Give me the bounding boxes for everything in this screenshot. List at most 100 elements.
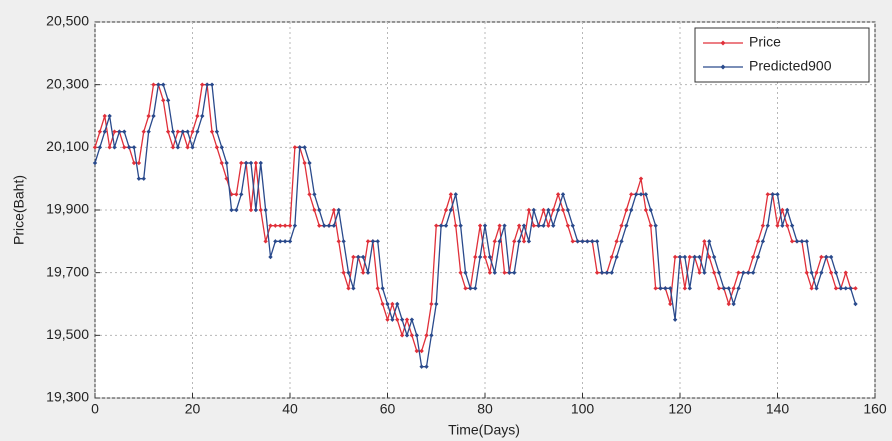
point xyxy=(414,333,419,338)
point xyxy=(307,192,312,197)
point xyxy=(843,270,848,275)
point xyxy=(419,364,424,369)
point xyxy=(190,129,195,134)
point xyxy=(838,286,844,291)
point xyxy=(219,160,224,166)
point xyxy=(239,192,244,197)
point xyxy=(682,254,688,260)
point xyxy=(429,333,434,338)
point xyxy=(638,192,644,197)
legend-label: Predicted900 xyxy=(749,58,832,74)
point xyxy=(273,239,278,244)
point xyxy=(716,286,722,291)
point xyxy=(716,270,722,275)
y-axis-label: Price(Baht) xyxy=(11,175,27,245)
x-axis-label: Time(Days) xyxy=(448,422,520,438)
point xyxy=(555,192,561,197)
legend-marker xyxy=(720,40,726,46)
point xyxy=(492,239,497,244)
point xyxy=(555,207,561,213)
point xyxy=(531,207,536,213)
point xyxy=(560,207,566,213)
point xyxy=(224,160,229,166)
point xyxy=(702,239,707,244)
point xyxy=(253,207,259,213)
legend-marker xyxy=(720,64,726,70)
point xyxy=(780,223,785,228)
x-tick-label: 160 xyxy=(863,401,887,417)
point xyxy=(263,207,268,213)
point xyxy=(770,192,775,197)
point xyxy=(736,286,741,291)
point xyxy=(833,286,839,291)
point xyxy=(336,239,341,244)
point xyxy=(419,348,424,354)
point xyxy=(195,113,200,119)
point xyxy=(287,239,293,244)
point xyxy=(380,301,385,307)
point xyxy=(404,333,410,338)
point xyxy=(536,223,541,228)
point xyxy=(131,145,137,150)
point xyxy=(258,207,263,213)
point xyxy=(692,254,697,260)
point xyxy=(707,239,712,244)
point xyxy=(809,286,814,291)
point xyxy=(492,270,497,275)
point xyxy=(502,223,507,228)
point xyxy=(853,301,858,307)
point xyxy=(736,270,741,275)
point xyxy=(482,254,488,260)
point xyxy=(604,270,610,275)
point xyxy=(292,223,298,228)
point xyxy=(209,82,215,87)
x-tick-label: 60 xyxy=(380,401,396,417)
point xyxy=(424,333,429,338)
point xyxy=(590,239,595,244)
point xyxy=(409,333,415,338)
point xyxy=(565,223,571,228)
point xyxy=(702,270,707,275)
point xyxy=(185,129,190,134)
point xyxy=(273,223,278,228)
point xyxy=(302,145,307,150)
point xyxy=(526,239,532,244)
point xyxy=(424,364,429,369)
point xyxy=(824,254,829,260)
point xyxy=(360,270,366,275)
point xyxy=(473,254,478,260)
point xyxy=(282,223,288,228)
point xyxy=(760,223,766,228)
y-tick-label: 19,300 xyxy=(46,389,89,405)
point xyxy=(438,223,444,228)
point xyxy=(687,254,692,260)
point xyxy=(302,160,307,166)
point xyxy=(351,254,356,260)
point xyxy=(170,145,176,150)
point xyxy=(741,270,746,275)
point xyxy=(195,129,200,134)
point xyxy=(477,223,483,228)
point xyxy=(380,286,385,291)
point xyxy=(619,239,624,244)
point xyxy=(278,239,283,244)
point xyxy=(541,207,546,213)
point xyxy=(848,286,853,291)
x-tick-label: 140 xyxy=(766,401,790,417)
point xyxy=(765,223,770,228)
x-tick-label: 120 xyxy=(668,401,692,417)
point xyxy=(243,160,249,166)
point xyxy=(785,207,790,213)
point xyxy=(443,207,449,213)
point xyxy=(750,254,756,260)
x-tick-label: 80 xyxy=(477,401,493,417)
point xyxy=(668,286,673,291)
point xyxy=(794,239,800,244)
point xyxy=(175,145,181,150)
point xyxy=(341,239,346,244)
point xyxy=(282,239,288,244)
point xyxy=(141,176,146,181)
point xyxy=(629,207,634,213)
point xyxy=(648,207,653,213)
point xyxy=(312,207,317,213)
